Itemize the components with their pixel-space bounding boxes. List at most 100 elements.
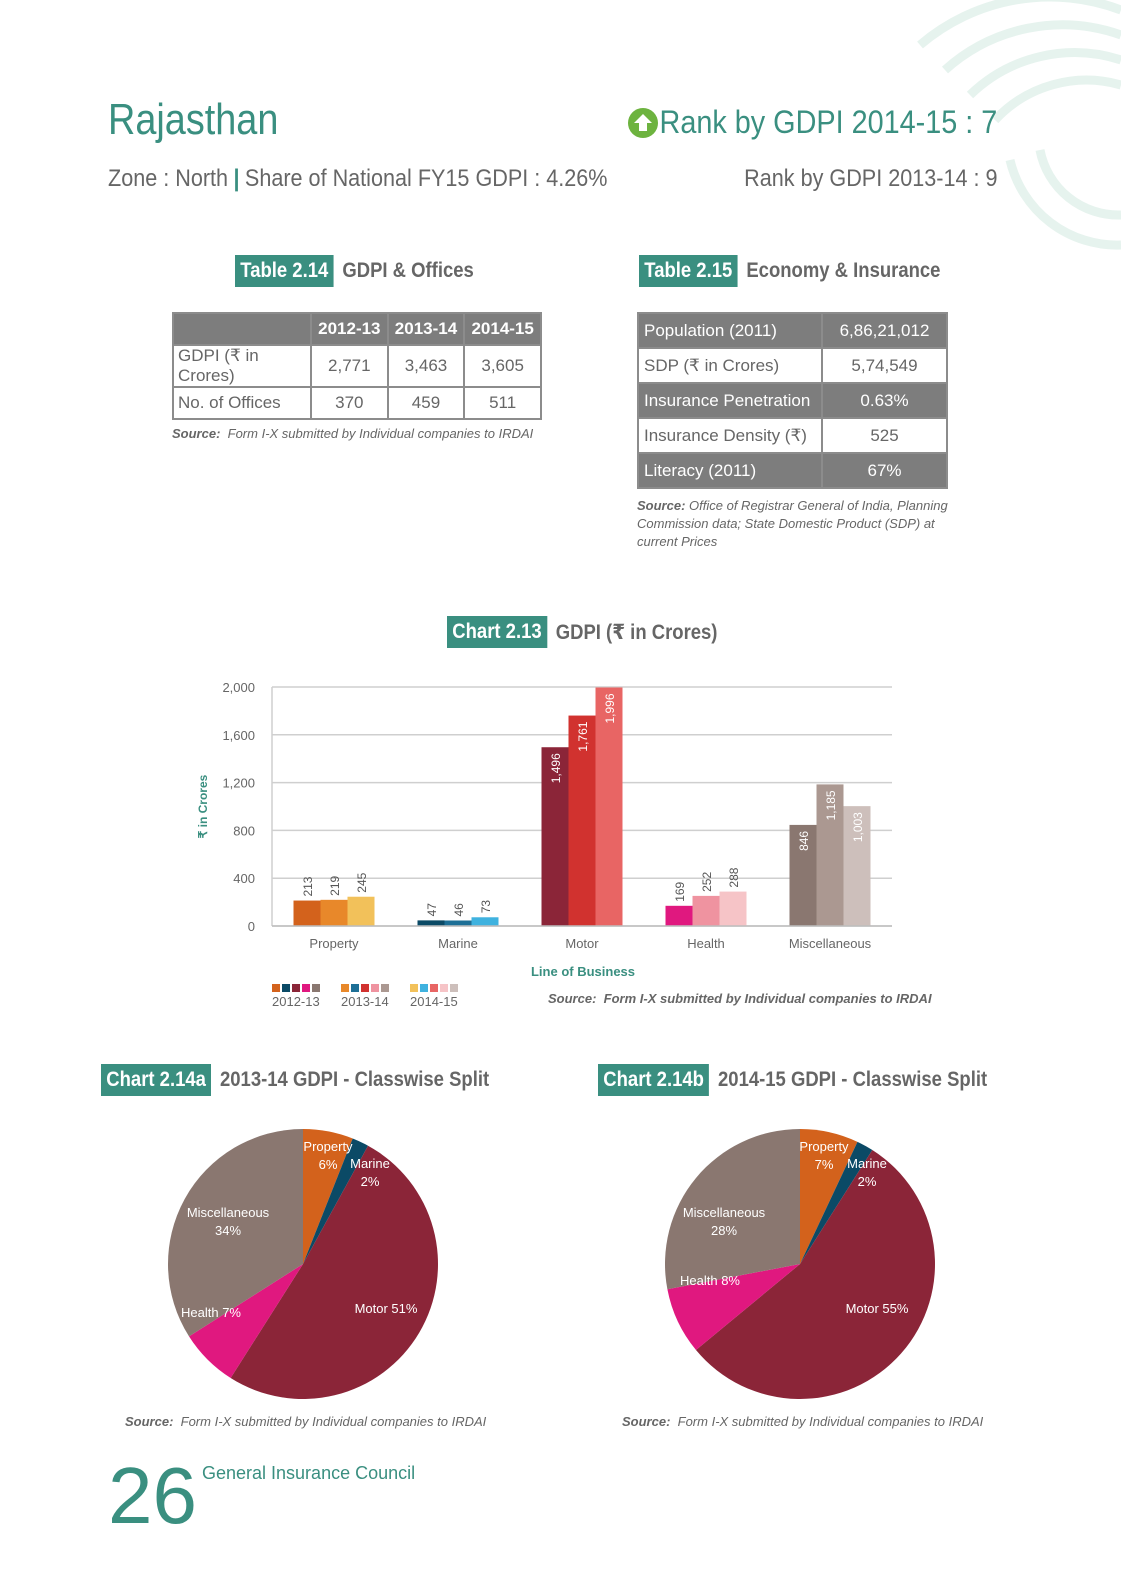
pie-category-label: Property: [799, 1139, 849, 1154]
pie-value-label: 2%: [361, 1174, 380, 1189]
legend-swatch: [371, 984, 379, 992]
source-text: Commission data; State Domestic Product …: [637, 516, 935, 531]
row-label: SDP (₹ in Crores): [637, 347, 823, 384]
up-arrow-circle-icon: [628, 108, 658, 138]
legend-swatch: [410, 984, 418, 992]
cell: 3,605: [463, 344, 542, 388]
bar-value-label: 1,996: [603, 693, 617, 723]
x-tick-label: Property: [309, 936, 359, 951]
pie-category-label: Miscellaneous: [187, 1205, 270, 1220]
pie-value-label: 34%: [215, 1223, 241, 1238]
pie-category-label: Property: [303, 1139, 353, 1154]
bar-value-label: 288: [727, 867, 741, 887]
legend-swatch: [351, 984, 359, 992]
chart-2-14b-caption: Chart 2.14b 2014-15 GDPI - Classwise Spl…: [598, 1064, 987, 1096]
chart-2-13-title: GDPI (₹ in Crores): [555, 620, 718, 644]
source-text: Form I-X submitted by Individual compani…: [180, 1414, 487, 1429]
bar: [471, 917, 499, 926]
corner-cell: [172, 312, 312, 346]
bar: [665, 905, 693, 926]
table-row: Insurance Penetration 0.63%: [637, 382, 948, 419]
legend-label: 2013-14: [341, 994, 389, 1009]
source-label: Source:: [637, 498, 686, 513]
bar-value-label: 846: [797, 831, 811, 851]
zone-share-line: Zone : North | Share of National FY15 GDPI…: [108, 165, 608, 193]
bar-value-label: 213: [301, 876, 315, 896]
row-label: Insurance Density (₹): [637, 417, 823, 454]
table-2-15-title: Economy & Insurance: [746, 259, 941, 282]
rank-previous: Rank by GDPI 2013-14 : 9: [743, 165, 997, 192]
x-tick-label: Marine: [438, 936, 478, 951]
y-tick-label: 800: [233, 823, 255, 838]
pie-value-label: 28%: [711, 1223, 737, 1238]
chart-2-13-tag: Chart 2.13: [447, 616, 547, 648]
chart-2-13-caption: Chart 2.13 GDPI (₹ in Crores): [447, 616, 717, 648]
cell: 459: [386, 386, 466, 420]
source-label: Source:: [622, 1414, 671, 1429]
decorative-arcs: [917, 0, 1121, 250]
bar: [417, 920, 445, 926]
source-text: Office of Registrar General of India, Pl…: [689, 498, 948, 513]
pie-slice: [667, 1264, 800, 1351]
table-row: No. of Offices 370 459 511: [172, 386, 542, 420]
chart-2-14b-title: 2014-15 GDPI - Classwise Split: [718, 1068, 988, 1091]
bar: [843, 806, 871, 926]
pie-value-label: 7%: [815, 1157, 834, 1172]
x-tick-label: Miscellaneous: [789, 936, 872, 951]
table-row: SDP (₹ in Crores) 5,74,549: [637, 347, 948, 384]
chart-2-14a-caption: Chart 2.14a 2013-14 GDPI - Classwise Spl…: [101, 1064, 489, 1096]
pie-slice: [230, 1145, 438, 1399]
legend-swatch: [381, 984, 389, 992]
pie-chart-2014-15: Property 7% Marine 2% Motor 55% Health 8% Misc…: [665, 1129, 935, 1399]
chart-2-14b-source: Source: Form I-X submitted by Individual…: [622, 1414, 983, 1429]
bar-value-label: 47: [425, 903, 439, 917]
source-text: Form I-X submitted by Individual compani…: [677, 1414, 984, 1429]
legend-swatch: [302, 984, 310, 992]
source-label: Source:: [125, 1414, 174, 1429]
cell: 511: [463, 386, 542, 420]
cell: 370: [310, 386, 389, 420]
table-2-14-title: GDPI & Offices: [342, 259, 474, 282]
source-label: Source:: [172, 426, 221, 441]
row-label: Literacy (2011): [637, 452, 823, 489]
cell: 2,771: [310, 344, 389, 388]
legend-label: 2012-13: [272, 994, 320, 1009]
chart-2-13-source: Source: Form I-X submitted by Individual…: [548, 991, 932, 1006]
bar: [719, 891, 747, 926]
legend-swatch: [272, 984, 280, 992]
row-label: Insurance Penetration: [637, 382, 823, 419]
bar-value-label: 1,003: [851, 812, 865, 842]
table-header-row: 2012-13 2013-14 2014-15: [172, 312, 542, 346]
pie-slice: [303, 1138, 369, 1264]
pie-category-label: Marine: [350, 1156, 390, 1171]
table-2-15-tag: Table 2.15: [639, 255, 738, 287]
legend-swatch: [420, 984, 428, 992]
bar-value-label: 219: [328, 875, 342, 895]
legend-swatch: [361, 984, 369, 992]
legend-swatch: [450, 984, 458, 992]
bar: [816, 784, 844, 926]
pie-category-label: Marine: [847, 1156, 887, 1171]
bar: [789, 824, 817, 926]
legend-swatch: [312, 984, 320, 992]
pie-value-label: Health 8%: [680, 1273, 740, 1288]
row-label: GDPI (₹ in Crores): [172, 344, 312, 388]
y-tick-label: 400: [233, 871, 255, 886]
y-tick-label: 2,000: [222, 680, 255, 695]
bar: [320, 899, 348, 926]
pie-slice: [695, 1150, 935, 1399]
bar: [568, 715, 596, 926]
legend-swatch: [282, 984, 290, 992]
economy-insurance-table: Population (2011) 6,86,21,012 SDP (₹ in …: [637, 312, 948, 489]
cell: 0.63%: [821, 382, 948, 419]
legend-swatch: [292, 984, 300, 992]
table-2-14-caption: Table 2.14 GDPI & Offices: [235, 255, 474, 287]
bar-value-label: 1,761: [576, 721, 590, 751]
gdpi-bar-chart: 0 400 800 1,200 1,600 2,000 ₹ in Crores 213 219 2…: [196, 680, 892, 1009]
bar-value-label: 1,185: [824, 790, 838, 820]
cell: 525: [821, 417, 948, 454]
table-row: Literacy (2011) 67%: [637, 452, 948, 489]
legend-label: 2014-15: [410, 994, 458, 1009]
pie-slice: [800, 1141, 873, 1264]
table-2-14-source: Source: Form I-X submitted by Individual…: [172, 426, 533, 441]
